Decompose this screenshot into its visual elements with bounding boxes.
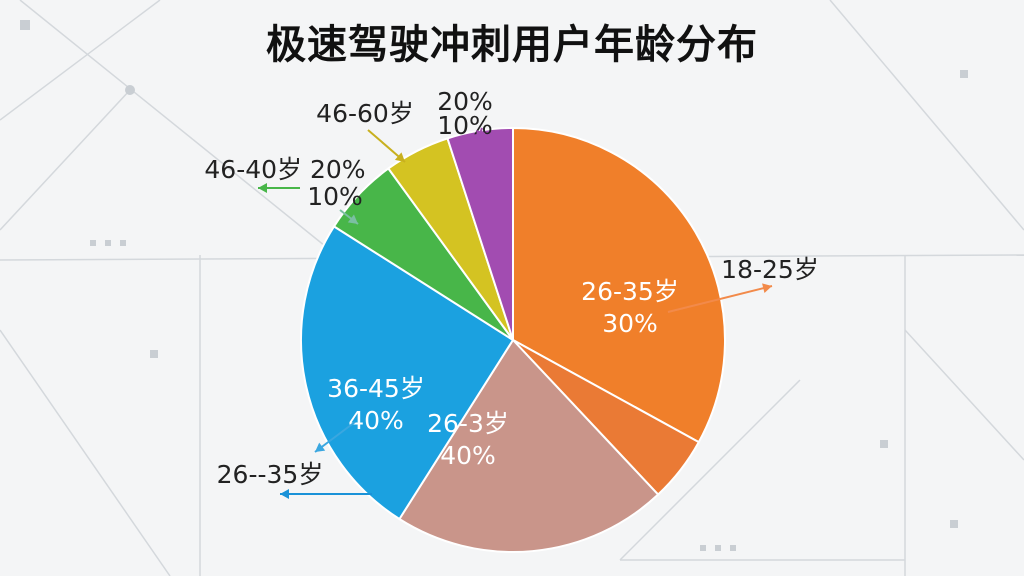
arrow-6-head bbox=[476, 129, 486, 140]
arrow-4b-head bbox=[347, 214, 358, 224]
pie-slice-0 bbox=[512, 126, 726, 444]
slice-label-2: 26-3岁 bbox=[427, 409, 509, 438]
outer-label-6: 20% bbox=[437, 87, 493, 116]
slice-label-0: 26-35岁 bbox=[581, 277, 679, 306]
pie-slice-2 bbox=[398, 338, 660, 553]
slice-label-3: 36-45岁 bbox=[327, 374, 425, 403]
arrow-0 bbox=[667, 285, 773, 313]
outer-label-0: 18-25岁 bbox=[721, 255, 819, 284]
chart-title: 极速驾驶冲刺用户年龄分布 bbox=[266, 22, 758, 68]
arrow-5-head bbox=[394, 152, 405, 162]
outer-sub-4: 10% bbox=[307, 182, 363, 211]
slice-value-3: 40% bbox=[348, 406, 404, 435]
pie-slice-6 bbox=[446, 126, 514, 341]
arrow-4a-head bbox=[258, 183, 267, 193]
outer-label-4: 46-40岁 20% bbox=[204, 155, 365, 184]
arrow-0-head bbox=[762, 283, 772, 294]
outer-label-3: 26-‑35岁 bbox=[217, 460, 324, 489]
slice-value-2: 40% bbox=[440, 441, 496, 470]
outer-label-5: 46-60岁 bbox=[316, 99, 414, 128]
outer-sub-6: 10% bbox=[437, 111, 493, 140]
arrow-3b-head bbox=[280, 489, 289, 499]
arrow-3a-head bbox=[315, 442, 326, 452]
slice-value-0: 30% bbox=[602, 309, 658, 338]
